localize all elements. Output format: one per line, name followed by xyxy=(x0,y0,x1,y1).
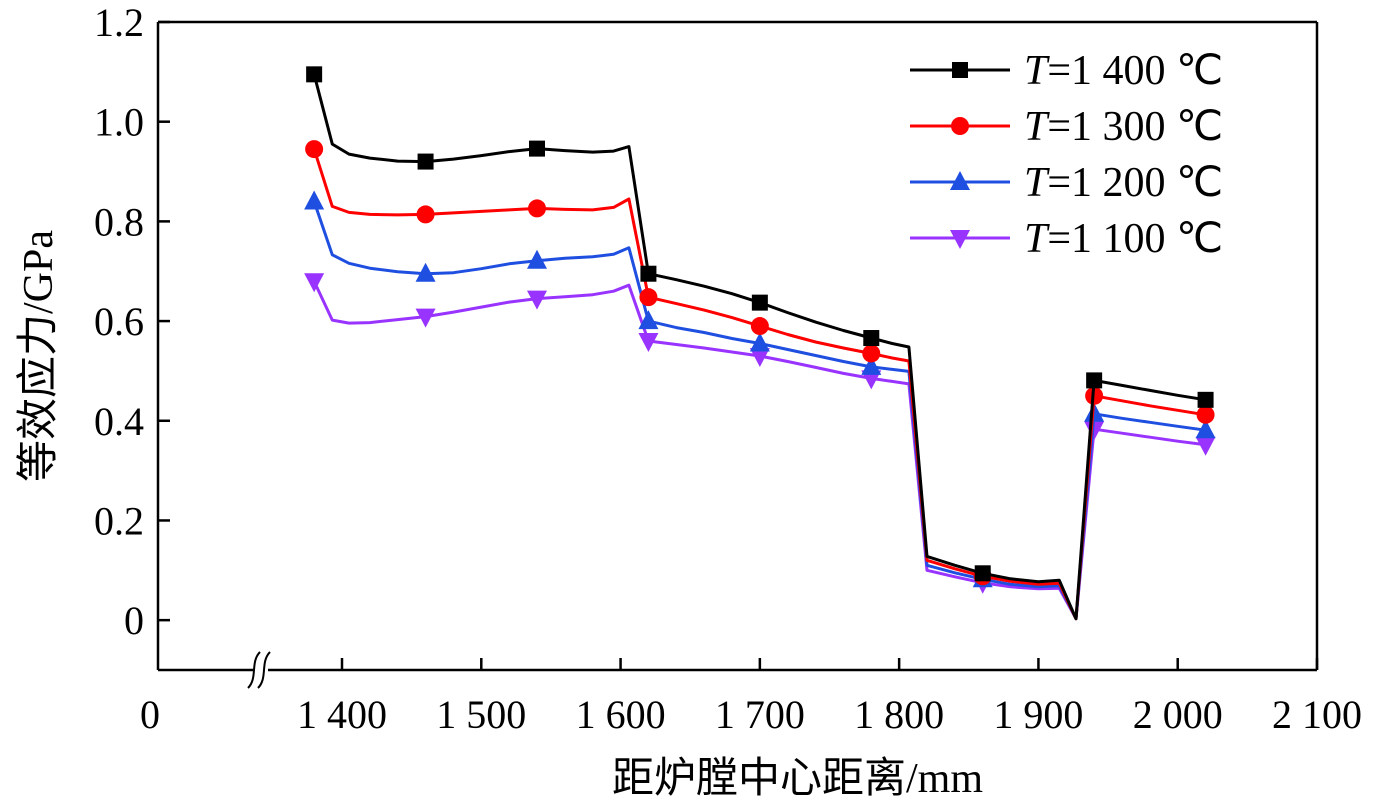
series-layer xyxy=(304,66,1216,621)
y-axis-title: 等效应力/GPa xyxy=(15,230,62,482)
data-point xyxy=(1196,405,1215,424)
data-point xyxy=(304,273,325,293)
data-point xyxy=(528,199,546,218)
data-point xyxy=(417,153,434,170)
data-point xyxy=(950,171,970,190)
data-point xyxy=(750,317,769,336)
data-point xyxy=(749,347,770,367)
x-tick-label: 2 100 xyxy=(1272,692,1362,737)
data-point xyxy=(974,565,991,582)
data-point xyxy=(751,294,768,311)
data-point xyxy=(749,332,770,352)
legend-label: T=1 400 ℃ xyxy=(1024,48,1223,94)
data-point xyxy=(1086,372,1103,389)
x-tick-label: 1 400 xyxy=(297,692,387,737)
data-point xyxy=(527,249,547,269)
data-point xyxy=(640,265,657,282)
data-point xyxy=(861,370,882,390)
data-point xyxy=(950,230,970,249)
data-point xyxy=(306,66,323,83)
data-point xyxy=(861,355,882,375)
series-1 xyxy=(306,66,1214,621)
legend: T=1 400 ℃ T=1 300 ℃ T=1 200 ℃ T=1 100 ℃ xyxy=(910,48,1223,262)
data-point xyxy=(304,190,325,210)
y-tick-label: 0 xyxy=(124,598,144,643)
x-tick-label: 0 xyxy=(140,692,160,737)
legend-entry: T=1 400 ℃ xyxy=(910,48,1223,94)
series-2 xyxy=(305,140,1215,621)
data-point xyxy=(639,288,658,307)
data-point xyxy=(638,310,659,330)
data-point xyxy=(1197,391,1214,408)
data-point xyxy=(416,205,435,224)
data-point xyxy=(1195,419,1216,439)
data-point xyxy=(862,344,881,363)
data-point xyxy=(305,140,324,159)
legend-entry: T=1 300 ℃ xyxy=(910,104,1223,150)
data-point xyxy=(529,140,545,157)
data-point xyxy=(1195,436,1216,456)
axes xyxy=(156,20,1319,689)
y-tick-label: 0.2 xyxy=(94,498,144,543)
y-tick-label: 0.4 xyxy=(94,399,144,444)
data-point xyxy=(415,262,436,282)
legend-entry: T=1 100 ℃ xyxy=(910,216,1223,262)
x-tick-label: 1 700 xyxy=(715,692,805,737)
data-point xyxy=(527,290,547,310)
x-tick-label: 1 600 xyxy=(576,692,666,737)
axis-ticks: 0 0.2 0.4 0.6 0.8 1.0 1.2 0 1 400 1 500 1 600 1 700… xyxy=(94,0,1362,737)
x-tick-label: 1 800 xyxy=(854,692,944,737)
legend-label: T=1 100 ℃ xyxy=(1024,216,1223,262)
legend-label: T=1 300 ℃ xyxy=(1024,104,1223,150)
axis-break-mark xyxy=(247,651,261,689)
data-point xyxy=(952,62,968,78)
x-axis-title: 距炉膛中心距离/mm xyxy=(612,755,983,800)
legend-entry: T=1 200 ℃ xyxy=(910,160,1223,206)
data-point xyxy=(951,117,969,135)
data-point xyxy=(415,308,436,328)
x-tick-label: 1 500 xyxy=(436,692,526,737)
y-tick-label: 1.2 xyxy=(94,0,144,45)
series-line xyxy=(312,200,1206,621)
x-tick-label: 1 900 xyxy=(993,692,1083,737)
axis-break-mark xyxy=(257,651,271,689)
data-point xyxy=(638,333,659,353)
data-point xyxy=(863,330,880,347)
x-tick-label: 2 000 xyxy=(1133,692,1223,737)
y-tick-label: 1.0 xyxy=(94,100,144,145)
y-tick-label: 0.6 xyxy=(94,299,144,344)
y-tick-label: 0.8 xyxy=(94,199,144,244)
legend-label: T=1 200 ℃ xyxy=(1024,160,1223,206)
